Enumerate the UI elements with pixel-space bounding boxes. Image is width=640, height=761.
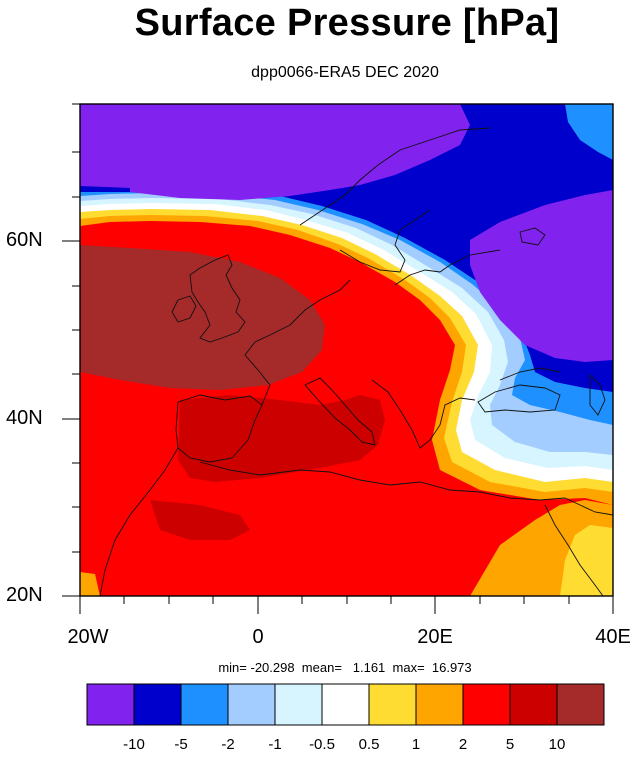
colorbar-box	[368, 683, 417, 726]
lon-label-20e: 20E	[417, 626, 453, 648]
stats-line: min= -20.298 mean= 1.161 max= 16.973	[218, 660, 472, 675]
colorbar-label: 0.5	[358, 736, 380, 753]
colorbar-box	[227, 683, 276, 726]
lon-label-40e: 40E	[595, 626, 631, 648]
field-orange-sw	[80, 572, 100, 596]
colorbar-label: -10	[123, 736, 145, 753]
colorbar-box	[321, 683, 370, 726]
colorbar-label: 2	[458, 736, 468, 753]
lon-label-20w: 20W	[67, 626, 109, 648]
axis-ticks	[62, 103, 614, 614]
colorbar-label: -0.5	[309, 736, 335, 753]
colorbar-label: -1	[268, 736, 282, 753]
colorbar-box	[556, 683, 605, 726]
colorbar-box	[180, 683, 229, 726]
colorbar-label: 1	[411, 736, 421, 753]
colorbar-label: -5	[174, 736, 188, 753]
lon-label-0: 0	[252, 626, 264, 648]
map-field	[80, 104, 613, 596]
colorbar-box	[509, 683, 558, 726]
field-purple-north	[80, 104, 470, 200]
colorbar-box	[86, 683, 135, 726]
lat-label-40n: 40N	[6, 407, 43, 429]
lat-label-20n: 20N	[6, 584, 43, 606]
colorbar-label: 10	[548, 736, 566, 753]
lat-label-60n: 60N	[6, 229, 43, 251]
colorbar-label: 5	[505, 736, 515, 753]
field-brown-west	[80, 245, 325, 390]
colorbar-label: -2	[221, 736, 235, 753]
coastlines	[99, 127, 613, 596]
colorbar-box	[133, 683, 182, 726]
field-purple-east	[470, 190, 613, 362]
colorbar-box	[274, 683, 323, 726]
colorbar-box	[415, 683, 464, 726]
field-yellow-se	[560, 525, 613, 596]
colorbar-box	[462, 683, 511, 726]
colorbar	[86, 683, 605, 726]
field-blue-ne	[565, 104, 613, 160]
map-subtitle: dpp0066-ERA5 DEC 2020	[251, 64, 439, 81]
map-title: Surface Pressure [hPa]	[134, 2, 560, 44]
